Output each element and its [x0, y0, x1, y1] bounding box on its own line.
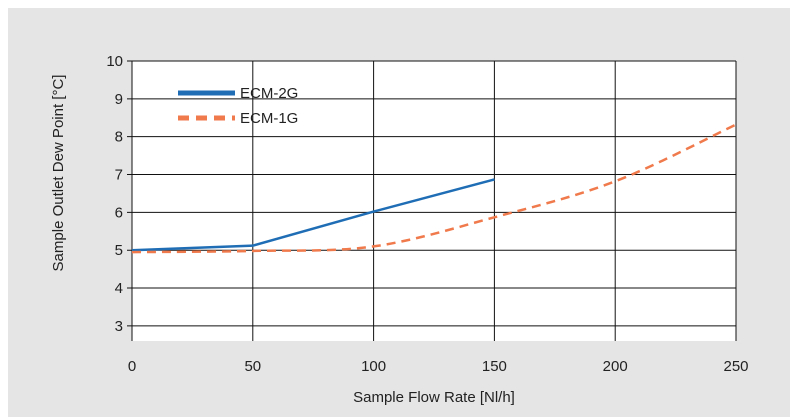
- y-tick-label: 7: [115, 167, 123, 184]
- plot-area-upper: [132, 61, 736, 341]
- y-tick-label: 5: [115, 242, 123, 259]
- y-axis-ticks: 3 4 5 6 7 8 9 10: [106, 53, 123, 335]
- x-tick-label: 100: [361, 358, 386, 375]
- x-axis-ticks: 0 50 100 150 200 250: [128, 358, 749, 375]
- x-tick-label: 200: [603, 358, 628, 375]
- x-tick-label: 150: [482, 358, 507, 375]
- series-lines: [131, 123, 737, 254]
- series-line-ecm-2g: [131, 178, 495, 252]
- legend: ECM-2G ECM-1G: [178, 85, 298, 127]
- legend-label: ECM-2G: [240, 85, 298, 102]
- x-tick-label: 0: [128, 358, 136, 375]
- y-tick-label: 6: [115, 204, 123, 221]
- x-axis-title: Sample Flow Rate [Nl/h]: [353, 389, 515, 406]
- x-tick-label: 250: [723, 358, 748, 375]
- x-tick-label: 50: [244, 358, 261, 375]
- y-tick-label: 3: [115, 318, 123, 335]
- y-axis-title: Sample Outlet Dew Point [°C]: [50, 75, 67, 272]
- legend-label: ECM-1G: [240, 110, 298, 127]
- y-tick-label: 8: [115, 129, 123, 146]
- y-tick-label: 4: [115, 280, 123, 297]
- series-line-ecm-1g: [131, 123, 737, 254]
- y-tick-label: 10: [106, 53, 123, 70]
- y-tick-label: 9: [115, 91, 123, 108]
